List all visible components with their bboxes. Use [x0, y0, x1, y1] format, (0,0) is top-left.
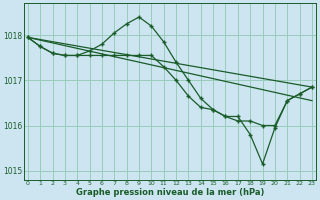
X-axis label: Graphe pression niveau de la mer (hPa): Graphe pression niveau de la mer (hPa) [76, 188, 264, 197]
